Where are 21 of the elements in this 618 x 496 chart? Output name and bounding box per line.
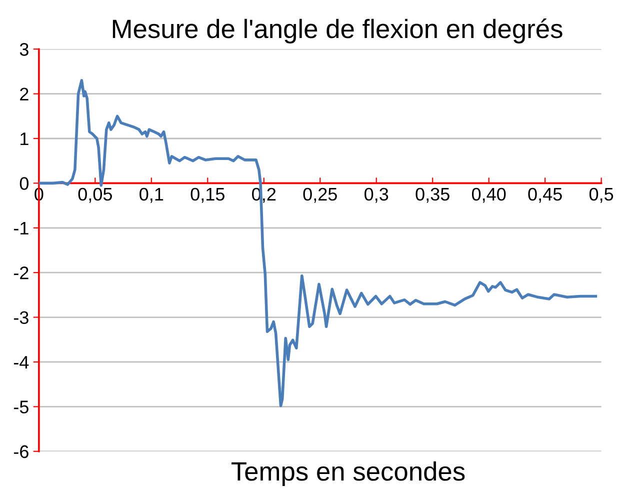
x-tick-label: 0,15 bbox=[190, 188, 224, 203]
y-tick-label: 1 bbox=[20, 132, 28, 146]
x-tick-label: 0,45 bbox=[528, 188, 562, 203]
x-tick-label: 0,05 bbox=[78, 188, 112, 203]
x-tick-label: 0,35 bbox=[416, 188, 450, 203]
y-tick-label: -6 bbox=[14, 445, 28, 458]
y-tick-label: -3 bbox=[14, 311, 28, 324]
x-tick-label: 0,5 bbox=[589, 188, 614, 203]
chart-title: Mesure de l'angle de flexion en degrés bbox=[112, 18, 562, 44]
y-tick-label: -4 bbox=[14, 356, 29, 369]
x-axis-title: Temps en secondes bbox=[232, 461, 465, 486]
y-tick-label: 2 bbox=[20, 88, 28, 100]
y-tick-label: -2 bbox=[14, 266, 28, 280]
y-tick-label: -1 bbox=[14, 222, 28, 234]
y-tick-label: 3 bbox=[20, 43, 28, 56]
y-tick-label: -5 bbox=[14, 400, 28, 414]
x-tick-label: 0,1 bbox=[140, 188, 164, 203]
x-tick-label: 0,40 bbox=[472, 188, 506, 203]
x-tick-label: 0,25 bbox=[303, 188, 337, 203]
x-tick-label: 0,3 bbox=[364, 188, 388, 203]
y-tick-label: 0 bbox=[20, 177, 29, 190]
